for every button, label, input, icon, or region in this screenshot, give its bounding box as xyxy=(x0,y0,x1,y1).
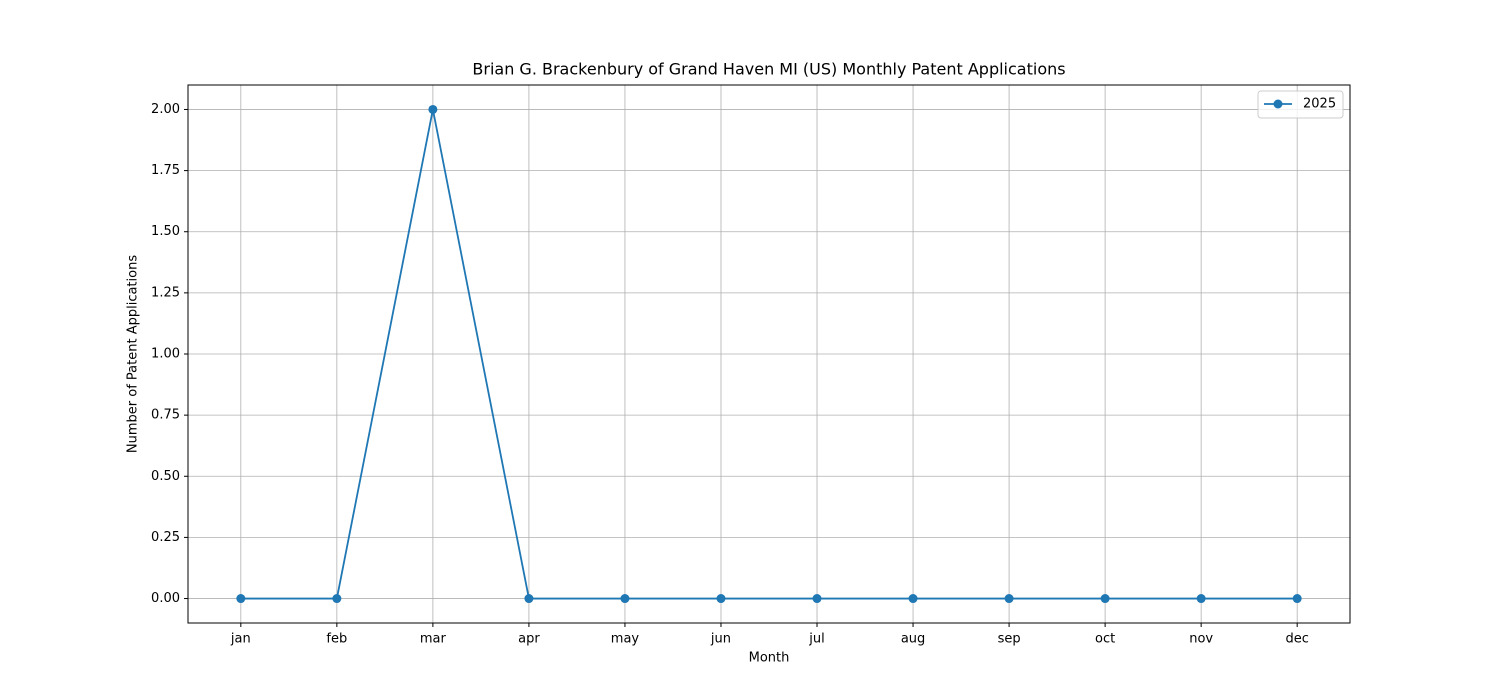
x-tick-label: jun xyxy=(710,632,731,647)
x-tick-label: oct xyxy=(1095,632,1115,647)
legend-marker xyxy=(1274,100,1283,109)
data-point xyxy=(428,105,437,114)
x-tick-label: jul xyxy=(808,632,824,647)
chart-title: Brian G. Brackenbury of Grand Haven MI (… xyxy=(472,60,1065,79)
data-point xyxy=(620,594,629,603)
page: Brian G. Brackenbury of Grand Haven MI (… xyxy=(0,0,1500,700)
y-tick-label: 0.75 xyxy=(151,408,180,423)
x-axis-label: Month xyxy=(749,651,790,666)
y-tick-label: 0.00 xyxy=(151,591,180,606)
y-tick-label: 1.00 xyxy=(151,347,180,362)
x-tick-label: mar xyxy=(420,632,447,647)
x-tick-label: jan xyxy=(230,632,251,647)
data-point xyxy=(1005,594,1014,603)
data-point xyxy=(332,594,341,603)
data-point xyxy=(1293,594,1302,603)
chart: Brian G. Brackenbury of Grand Haven MI (… xyxy=(0,0,1500,700)
x-tick-label: dec xyxy=(1285,632,1308,647)
data-point xyxy=(524,594,533,603)
x-tick-label: apr xyxy=(518,632,540,647)
y-axis-label: Number of Patent Applications xyxy=(126,255,141,453)
x-tick-label: may xyxy=(611,632,640,647)
y-tick-label: 1.25 xyxy=(151,285,180,300)
x-tick-label: aug xyxy=(901,632,925,647)
y-tick-label: 2.00 xyxy=(151,102,180,117)
legend-label: 2025 xyxy=(1303,97,1336,112)
data-point xyxy=(1197,594,1206,603)
data-point xyxy=(716,594,725,603)
data-point xyxy=(236,594,245,603)
y-tick-label: 0.25 xyxy=(151,530,180,545)
x-tick-label: sep xyxy=(998,632,1021,647)
data-point xyxy=(1101,594,1110,603)
y-tick-label: 0.50 xyxy=(151,469,180,484)
y-tick-label: 1.75 xyxy=(151,163,180,178)
data-point xyxy=(909,594,918,603)
x-tick-label: feb xyxy=(326,632,347,647)
data-point xyxy=(813,594,822,603)
x-tick-label: nov xyxy=(1189,632,1213,647)
y-tick-label: 1.50 xyxy=(151,224,180,239)
